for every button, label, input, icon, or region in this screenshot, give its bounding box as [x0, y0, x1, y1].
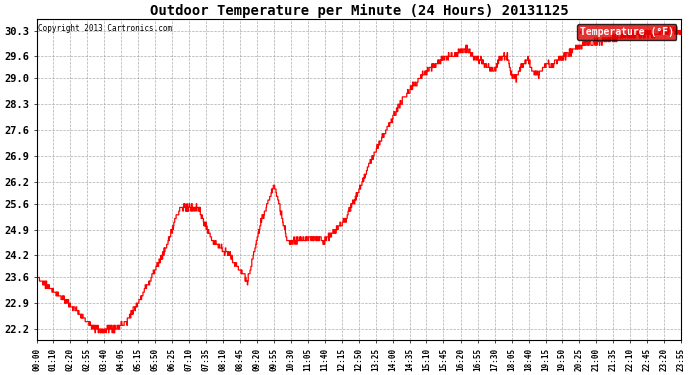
- Text: Copyright 2013 Cartronics.com: Copyright 2013 Cartronics.com: [38, 24, 172, 33]
- Legend: Temperature (°F): Temperature (°F): [577, 24, 676, 40]
- Title: Outdoor Temperature per Minute (24 Hours) 20131125: Outdoor Temperature per Minute (24 Hours…: [150, 4, 569, 18]
